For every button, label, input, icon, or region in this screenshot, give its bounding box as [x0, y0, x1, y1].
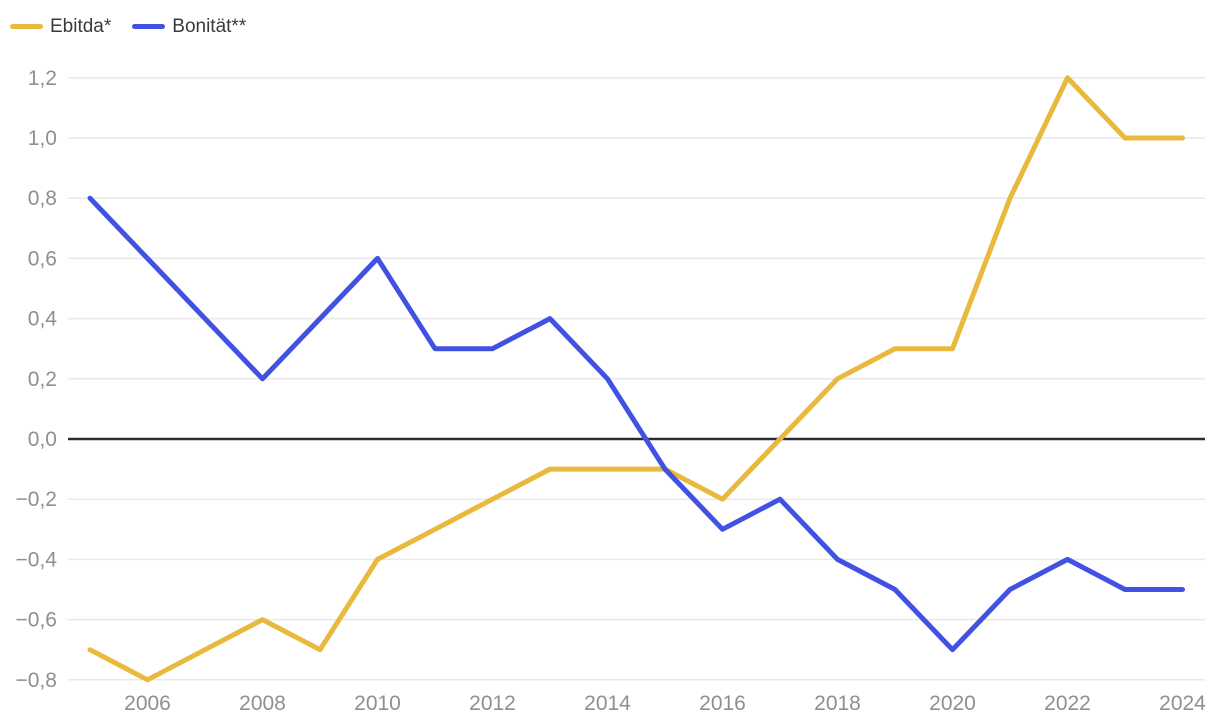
- x-tick-label: 2014: [584, 692, 631, 715]
- y-tick-label: 1,2: [28, 67, 57, 90]
- y-tick-label: 1,0: [28, 127, 57, 150]
- legend-item-bonitaet: Bonität**: [132, 17, 246, 36]
- legend-item-ebitda: Ebitda*: [10, 17, 111, 36]
- y-tick-label: 0,4: [28, 308, 58, 331]
- x-tick-label: 2008: [239, 692, 286, 715]
- legend-label-ebitda: Ebitda*: [50, 16, 112, 37]
- x-tick-label: 2018: [814, 692, 861, 715]
- y-tick-label: 0,6: [28, 247, 57, 270]
- y-tick-label: 0,8: [28, 187, 57, 210]
- x-tick-label: 2024: [1159, 692, 1206, 715]
- y-tick-label: 0,0: [28, 428, 57, 451]
- legend-label-bonitaet: Bonität**: [172, 16, 247, 37]
- x-tick-label: 2020: [929, 692, 976, 715]
- chart-legend: Ebitda* Bonität**: [10, 17, 246, 36]
- x-tick-label: 2012: [469, 692, 516, 715]
- y-tick-label: −0,8: [16, 669, 57, 692]
- ebitda-line-swatch-icon: [10, 24, 43, 29]
- y-tick-label: 0,2: [28, 368, 57, 391]
- x-tick-label: 2006: [124, 692, 171, 715]
- y-tick-label: −0,4: [16, 548, 58, 571]
- series-line-ebitda: [87, 75, 1185, 683]
- x-tick-label: 2016: [699, 692, 746, 715]
- bonitaet-line-swatch-icon: [132, 24, 166, 29]
- x-tick-label: 2010: [354, 692, 401, 715]
- x-tick-label: 2022: [1044, 692, 1091, 715]
- y-tick-label: −0,6: [16, 609, 57, 632]
- y-tick-label: −0,2: [16, 488, 57, 511]
- series-line-bonitaet: [87, 195, 1185, 653]
